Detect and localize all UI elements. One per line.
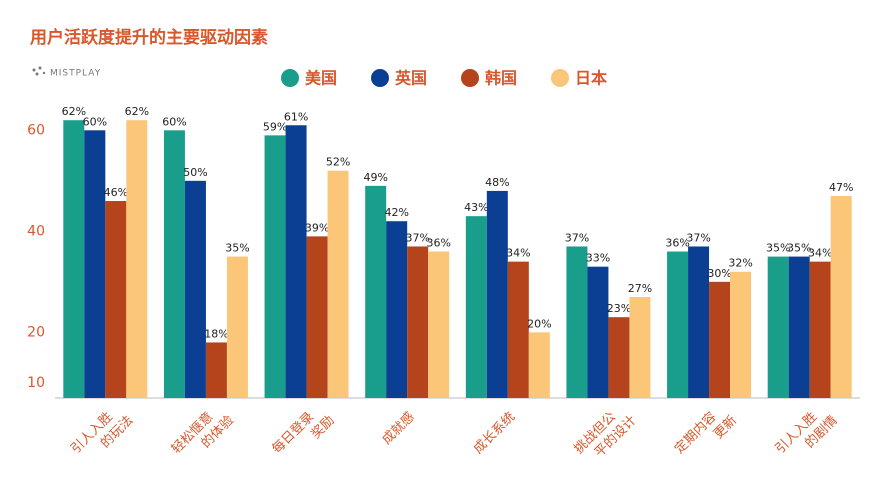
bar xyxy=(386,221,408,398)
bar xyxy=(365,185,387,398)
bar xyxy=(730,271,752,398)
value-label: 61% xyxy=(284,110,308,123)
bar xyxy=(688,246,710,398)
value-label: 35% xyxy=(766,242,790,255)
bar xyxy=(285,125,307,398)
logo: MISTPLAY xyxy=(50,69,101,79)
value-label: 37% xyxy=(686,231,710,244)
legend-label: 英国 xyxy=(394,69,427,88)
value-label: 60% xyxy=(162,115,186,128)
value-label: 34% xyxy=(506,247,530,260)
value-label: 35% xyxy=(225,242,249,255)
value-label: 27% xyxy=(628,282,652,295)
bar xyxy=(667,251,689,398)
value-label: 20% xyxy=(527,317,551,330)
y-tick-label: 40 xyxy=(27,223,45,239)
legend-label: 日本 xyxy=(575,69,607,88)
value-label: 23% xyxy=(607,302,631,315)
bar xyxy=(608,317,630,398)
bar xyxy=(407,246,429,398)
value-label: 46% xyxy=(104,186,128,199)
value-label: 47% xyxy=(829,181,853,194)
bar xyxy=(465,216,487,398)
legend-label: 韩国 xyxy=(485,69,517,88)
bar xyxy=(327,170,349,398)
bar xyxy=(63,120,85,398)
value-label: 48% xyxy=(485,176,509,189)
value-label: 62% xyxy=(125,105,149,118)
bar xyxy=(788,256,810,398)
value-label: 34% xyxy=(808,247,832,260)
y-tick-label: 60 xyxy=(27,122,45,138)
bar xyxy=(163,130,185,398)
bar xyxy=(428,251,450,398)
bar xyxy=(486,190,508,398)
legend-swatch xyxy=(461,69,479,87)
x-tick-label-line: 成就感 xyxy=(379,409,418,448)
bar xyxy=(507,261,529,398)
legend-label: 美国 xyxy=(305,69,337,88)
legend-swatch xyxy=(551,69,569,87)
value-label: 43% xyxy=(464,201,488,214)
bar xyxy=(184,180,206,398)
value-label: 50% xyxy=(183,166,207,179)
logo-icon xyxy=(32,66,46,76)
value-label: 62% xyxy=(62,105,86,118)
value-label: 59% xyxy=(263,120,287,133)
bar xyxy=(205,342,227,398)
legend-swatch xyxy=(281,69,299,87)
value-label: 52% xyxy=(326,156,350,169)
value-label: 36% xyxy=(665,237,689,250)
bar xyxy=(629,296,651,398)
bar xyxy=(126,120,148,398)
value-label: 39% xyxy=(305,221,329,234)
value-label: 36% xyxy=(426,237,450,250)
bar xyxy=(709,281,731,398)
y-tick-label: 10 xyxy=(27,375,45,391)
value-label: 30% xyxy=(707,267,731,280)
x-tick-label: 成就感 xyxy=(379,409,418,448)
value-label: 49% xyxy=(363,171,387,184)
value-label: 32% xyxy=(728,257,752,270)
value-label: 18% xyxy=(204,327,228,340)
bar xyxy=(587,266,609,398)
bar xyxy=(226,256,248,398)
value-label: 37% xyxy=(405,231,429,244)
x-tick-label: 成长系统 xyxy=(471,410,518,457)
value-label: 60% xyxy=(83,115,107,128)
bar xyxy=(830,195,852,398)
bar xyxy=(767,256,789,398)
value-label: 37% xyxy=(565,231,589,244)
y-tick-label: 20 xyxy=(27,324,45,340)
bar xyxy=(306,236,328,398)
bar xyxy=(84,130,106,398)
bar xyxy=(566,246,588,398)
bar xyxy=(528,332,550,398)
bar xyxy=(264,135,286,398)
bar xyxy=(105,201,127,398)
legend-swatch xyxy=(371,69,389,87)
x-tick-label-line: 成长系统 xyxy=(471,410,518,457)
value-label: 42% xyxy=(384,206,408,219)
chart-title: 用户活跃度提升的主要驱动因素 xyxy=(30,27,268,48)
value-label: 35% xyxy=(787,242,811,255)
value-label: 33% xyxy=(586,252,610,265)
bar xyxy=(809,261,831,398)
